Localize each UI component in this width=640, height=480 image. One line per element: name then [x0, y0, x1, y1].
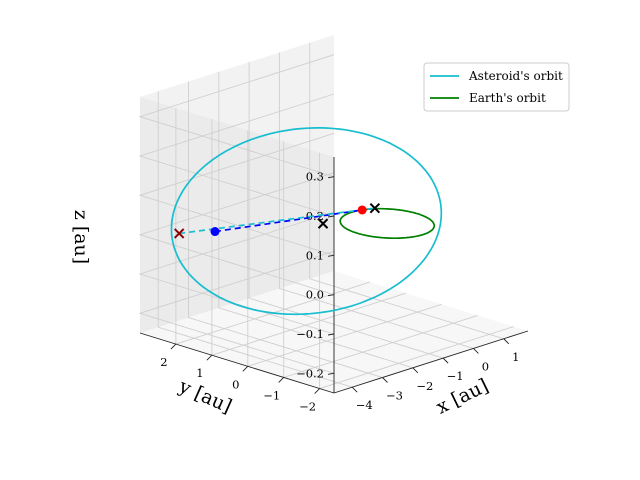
z-grid-line-0: [138, 250, 335, 374]
far-node-marker: [173, 228, 185, 239]
x-tick-3: [442, 357, 449, 364]
legend-frame: [423, 62, 570, 112]
x-grid-line-5: [309, 42, 504, 340]
y-axis-line: [139, 332, 335, 394]
z-axis-label: z [au]: [70, 210, 92, 264]
y-tick-label-3: 1: [196, 366, 203, 380]
asteroid-earth-line: [214, 209, 363, 233]
y-tick-label-2: 0: [232, 377, 239, 391]
y-tick-4: [170, 343, 177, 350]
y-tick-3: [206, 354, 213, 361]
z-tick-0: [327, 372, 335, 375]
z-grid-line-3: [138, 132, 335, 256]
z-tick-4: [327, 215, 335, 218]
z-tick-5: [327, 176, 335, 179]
z-tick-label-3: 0.1: [306, 248, 324, 262]
x-tick-label-2: −2: [416, 379, 433, 393]
y-tick-0: [314, 388, 320, 394]
z-grid-line-2: [138, 172, 335, 296]
z-tick-1: [327, 333, 335, 336]
y-tick-label-0: −2: [299, 400, 316, 414]
z-tick-label-0: −0.2: [296, 366, 324, 380]
plot-data: [170, 127, 443, 316]
earth-node-marker-b: [369, 202, 381, 214]
x-tick-4: [473, 348, 479, 354]
legend: Asteroid's orbit Earth's orbit: [423, 62, 570, 112]
y-axis-label: y [au]: [175, 375, 235, 418]
z-tick-3: [327, 254, 335, 257]
x-tick-0: [351, 386, 358, 393]
y-tick-label-1: −1: [263, 388, 280, 402]
x-tick-label-1: −3: [386, 389, 403, 403]
x-tick-2: [412, 367, 419, 374]
earth-node-marker: [369, 202, 381, 214]
far-node-marker-b: [173, 228, 185, 239]
x-tick-1: [382, 377, 388, 383]
y-tick-2: [242, 366, 249, 372]
z-grid-line-1: [138, 211, 335, 335]
z-tick-label-1: −0.1: [296, 327, 324, 341]
y-tick-1: [278, 377, 285, 383]
orbit-line-0: [170, 127, 443, 316]
x-tick-label-3: −1: [447, 369, 464, 383]
legend-label-earth: Earth's orbit: [469, 91, 546, 105]
earth-position: [357, 205, 367, 215]
z-tick-label-5: 0.3: [306, 170, 324, 184]
x-axis-line: [333, 330, 529, 394]
z-grid-line-4: [138, 93, 335, 217]
x-grid-line-2: [218, 71, 413, 369]
x-tick-label-4: 0: [482, 359, 489, 373]
legend-label-asteroid: Asteroid's orbit: [468, 69, 563, 83]
z-grid-line-5: [138, 54, 335, 178]
x-tick-label-5: 1: [512, 350, 519, 364]
orbit-line-1: [339, 207, 436, 240]
asteroid-position: [210, 227, 220, 237]
x-grid-line-0: [157, 91, 353, 388]
z-tick-2: [327, 294, 335, 297]
x-tick-5: [503, 338, 510, 345]
center-marker: [317, 218, 329, 229]
center-marker-b: [317, 218, 329, 229]
axes-lines: [139, 157, 529, 394]
y-tick-label-4: 2: [160, 355, 167, 369]
z-tick-label-2: 0.0: [306, 288, 324, 302]
x-tick-label-0: −4: [356, 398, 373, 412]
x-grid-line-1: [188, 81, 383, 378]
